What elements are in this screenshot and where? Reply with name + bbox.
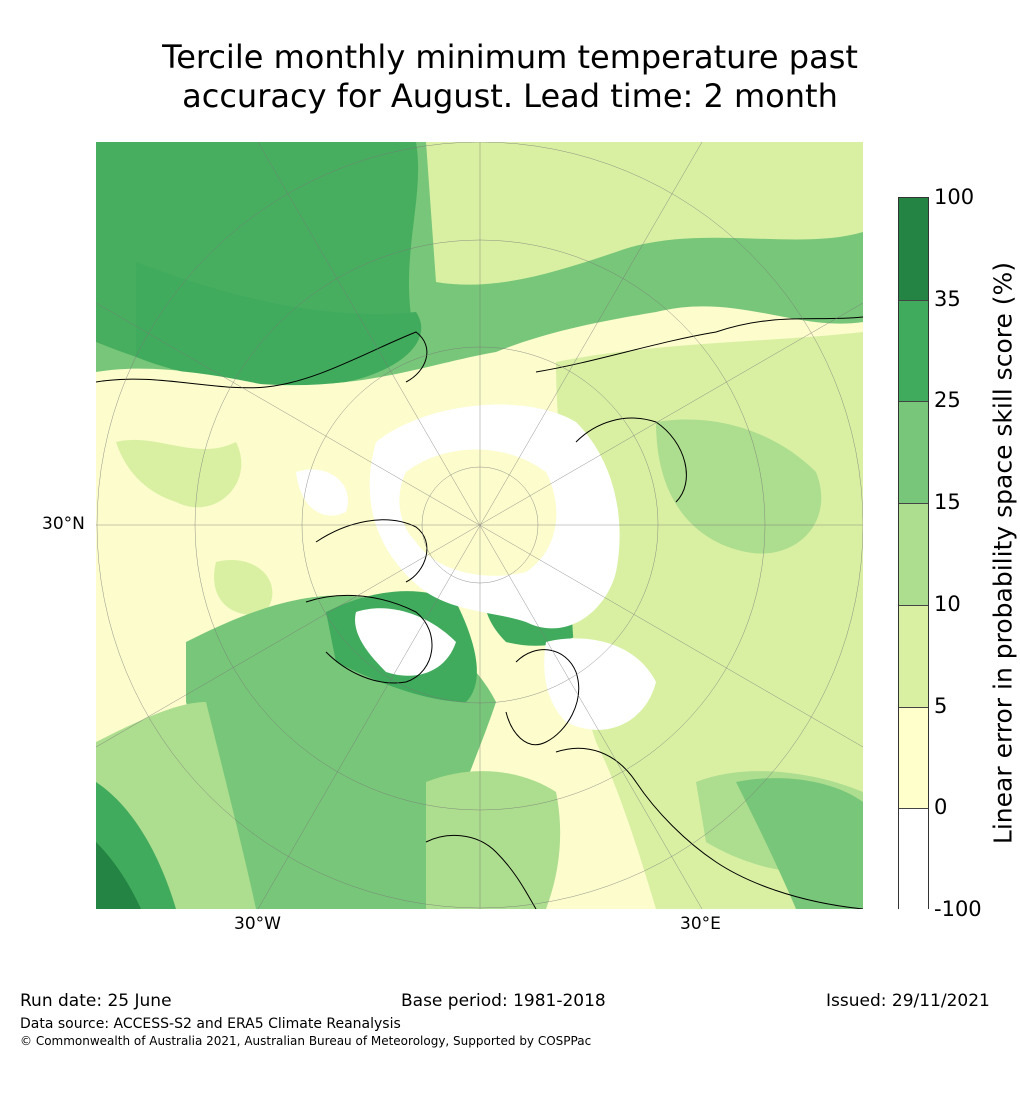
colorbar-segment xyxy=(899,198,928,300)
colorbar-segment xyxy=(899,503,928,605)
map-svg xyxy=(96,142,863,909)
region-atlantic-corner xyxy=(96,842,141,909)
region-arctic-pale xyxy=(399,449,557,576)
colorbar-label: Linear error in probability space skill … xyxy=(988,261,1018,845)
lat-label-30n: 30°N xyxy=(42,514,85,534)
polar-map xyxy=(96,142,863,909)
region-eurasia-patches xyxy=(656,419,863,873)
colorbar-tick-label: 100 xyxy=(934,185,975,209)
colorbar-tick-label: 15 xyxy=(934,490,961,515)
colorbar-segment xyxy=(899,401,928,504)
title-line-2: accuracy for August. Lead time: 2 month xyxy=(182,77,838,115)
issued-date: Issued: 29/11/2021 xyxy=(826,991,990,1011)
colorbar-segment xyxy=(899,299,928,402)
run-date: Run date: 25 June xyxy=(20,991,172,1011)
lon-label-30w: 30°W xyxy=(234,914,281,934)
region-na-patches xyxy=(116,439,273,615)
colorbar-segment xyxy=(899,604,928,707)
title-line-1: Tercile monthly minimum temperature past xyxy=(162,38,858,76)
region-siberia-white xyxy=(296,469,656,730)
colorbar-segment xyxy=(899,706,928,809)
colorbar-segment xyxy=(899,808,928,910)
colorbar-tick-label: -100 xyxy=(934,897,982,921)
chart-title: Tercile monthly minimum temperature past… xyxy=(0,38,1020,116)
colorbar-tick-label: 0 xyxy=(934,795,948,820)
coastlines xyxy=(96,316,863,909)
region-greenland-white xyxy=(355,608,456,676)
lon-label-30e: 30°E xyxy=(680,914,721,934)
region-europe xyxy=(426,771,561,909)
base-period: Base period: 1981-2018 xyxy=(401,991,606,1011)
region-east-green xyxy=(736,778,863,909)
colorbar xyxy=(898,197,929,910)
colorbar-tick-label: 35 xyxy=(934,286,961,311)
colorbar-tick-label: 10 xyxy=(934,591,961,616)
data-source: Data source: ACCESS-S2 and ERA5 Climate … xyxy=(20,1016,401,1032)
colorbar-tick-label: 5 xyxy=(934,693,948,718)
colorbar-tick-label: 25 xyxy=(934,388,961,413)
graticule xyxy=(96,142,863,909)
copyright: © Commonwealth of Australia 2021, Austra… xyxy=(20,1034,592,1048)
region-northeast-light xyxy=(426,142,863,285)
